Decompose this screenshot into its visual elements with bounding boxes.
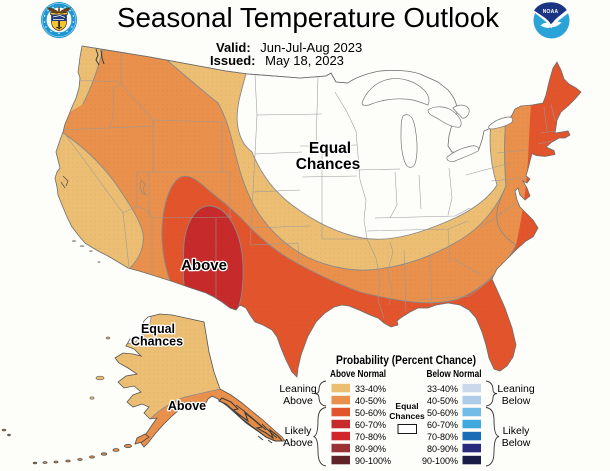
svg-text:80-90%: 80-90% bbox=[355, 444, 386, 454]
svg-text:NOAA: NOAA bbox=[543, 9, 559, 15]
svg-text:Probability (Percent Chance): Probability (Percent Chance) bbox=[336, 355, 476, 367]
svg-text:Above Normal: Above Normal bbox=[330, 369, 386, 380]
svg-text:Chances: Chances bbox=[389, 411, 425, 421]
svg-text:Above: Above bbox=[168, 399, 206, 413]
svg-text:Chances: Chances bbox=[131, 335, 183, 349]
svg-text:Below: Below bbox=[502, 437, 531, 449]
svg-text:Leaning: Leaning bbox=[279, 383, 317, 395]
svg-text:Equal: Equal bbox=[141, 322, 175, 336]
svg-text:50-60%: 50-60% bbox=[355, 408, 386, 418]
svg-text:80-90%: 80-90% bbox=[427, 444, 458, 454]
svg-text:Below: Below bbox=[502, 395, 531, 407]
svg-text:70-80%: 70-80% bbox=[427, 432, 458, 442]
svg-text:70-80%: 70-80% bbox=[355, 432, 386, 442]
svg-text:Leaning: Leaning bbox=[497, 383, 535, 395]
svg-text:Below Normal: Below Normal bbox=[427, 369, 482, 380]
svg-text:Equal: Equal bbox=[395, 401, 418, 411]
svg-text:Chances: Chances bbox=[296, 156, 361, 173]
svg-text:60-70%: 60-70% bbox=[427, 420, 458, 430]
svg-text:Likely: Likely bbox=[503, 425, 531, 437]
svg-text:90-100%: 90-100% bbox=[422, 456, 458, 466]
svg-text:90-100%: 90-100% bbox=[355, 456, 391, 466]
svg-text:Above: Above bbox=[181, 257, 227, 274]
svg-text:Above: Above bbox=[283, 395, 313, 407]
svg-text:50-60%: 50-60% bbox=[427, 408, 458, 418]
svg-text:40-50%: 40-50% bbox=[355, 396, 386, 406]
svg-text:Seasonal Temperature Outlook: Seasonal Temperature Outlook bbox=[117, 2, 500, 33]
svg-text:Equal: Equal bbox=[309, 140, 351, 157]
svg-text:Issued: May 18, 2023: Issued: May 18, 2023 bbox=[210, 53, 344, 68]
svg-text:Valid: Jun-Jul-Aug 2023: Valid: Jun-Jul-Aug 2023 bbox=[216, 40, 362, 55]
svg-text:33-40%: 33-40% bbox=[355, 384, 386, 394]
svg-text:Above: Above bbox=[283, 437, 313, 449]
svg-text:60-70%: 60-70% bbox=[355, 420, 386, 430]
svg-text:33-40%: 33-40% bbox=[427, 384, 458, 394]
svg-text:Likely: Likely bbox=[285, 425, 313, 437]
svg-text:40-50%: 40-50% bbox=[427, 396, 458, 406]
